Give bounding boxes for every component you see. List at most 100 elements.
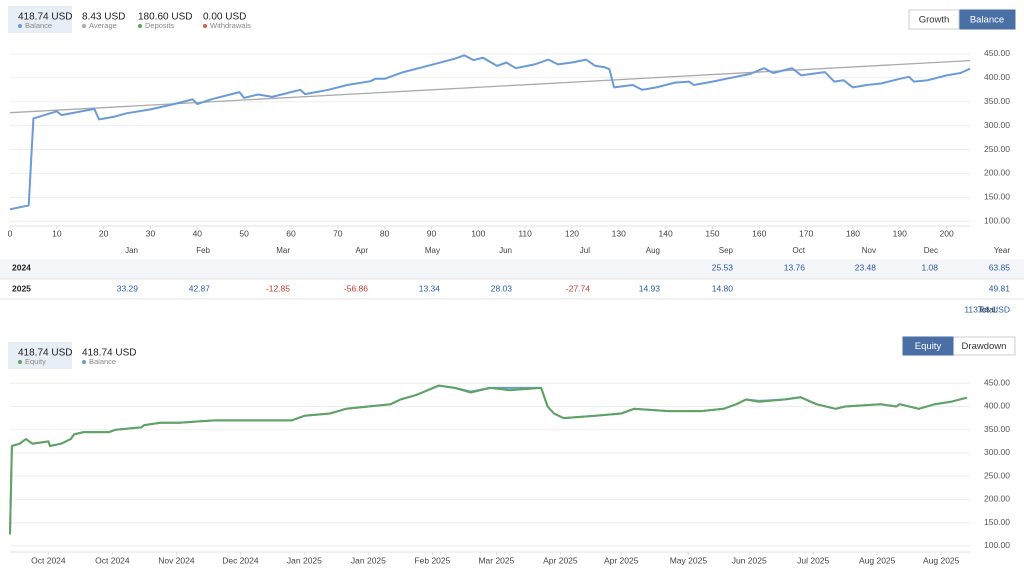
- y-tick-label: 350.00: [984, 424, 1010, 434]
- table-cell: 63.85: [989, 262, 1011, 272]
- stat-label: Deposits: [145, 21, 174, 30]
- x-tick-label: 160: [752, 228, 766, 238]
- table-header: Apr: [356, 246, 369, 255]
- stat-highlight: [8, 342, 72, 369]
- y-tick-label: 200.00: [984, 494, 1010, 504]
- x-tick-label: Aug 2025: [859, 555, 896, 565]
- table-cell: 25.53: [712, 262, 734, 272]
- table-header: Aug: [646, 246, 660, 255]
- series-line: [9, 384, 968, 535]
- table-cell: 33.29: [117, 283, 139, 293]
- table-cell: 42.87: [189, 283, 211, 293]
- stat-dot: [138, 24, 142, 28]
- stat-dot: [18, 24, 22, 28]
- stat-label: Balance: [25, 21, 52, 30]
- x-tick-label: 150: [705, 228, 719, 238]
- stat-value: 418.74 USD: [82, 348, 136, 359]
- x-tick-label: 120: [565, 228, 579, 238]
- x-tick-label: 50: [239, 228, 249, 238]
- x-tick-label: 130: [612, 228, 626, 238]
- x-tick-label: Jan 2025: [351, 555, 386, 565]
- table-cell: 14.93: [639, 283, 661, 293]
- stat-value: 418.74 USD: [18, 348, 72, 359]
- table-cell: 14.80: [712, 283, 734, 293]
- stat-value: 418.74 USD: [18, 12, 72, 23]
- row-label: 2025: [12, 283, 31, 293]
- stat-value: 0.00 USD: [203, 12, 246, 23]
- y-tick-label: 400.00: [984, 401, 1010, 411]
- table-cell: 13.34: [419, 283, 441, 293]
- stat-dot: [18, 360, 22, 364]
- stat-value: 180.60 USD: [138, 12, 192, 23]
- table-cell: 1.08: [921, 262, 938, 272]
- table-header: Jul: [580, 246, 590, 255]
- table-header: Feb: [196, 246, 210, 255]
- x-tick-label: Jan 2025: [287, 555, 322, 565]
- table-header: Jan: [125, 246, 138, 255]
- toggle-button-label[interactable]: Balance: [970, 15, 1004, 26]
- x-tick-label: Feb 2025: [414, 555, 450, 565]
- x-tick-label: Mar 2025: [478, 555, 514, 565]
- x-tick-label: Aug 2025: [923, 555, 960, 565]
- x-tick-label: 60: [286, 228, 296, 238]
- y-tick-label: 250.00: [984, 470, 1010, 480]
- table-cell: 13.76: [784, 262, 806, 272]
- y-tick-label: 400.00: [984, 72, 1010, 82]
- y-tick-label: 300.00: [984, 447, 1010, 457]
- total-label: Total:: [978, 304, 998, 314]
- x-tick-label: Oct 2024: [95, 555, 130, 565]
- table-cell: 49.81: [989, 283, 1011, 293]
- x-tick-label: 90: [427, 228, 437, 238]
- toggle-button-label[interactable]: Equity: [915, 341, 942, 352]
- table-header: Jun: [499, 246, 512, 255]
- table-header: Oct: [793, 246, 806, 255]
- series-line: [9, 384, 968, 535]
- x-tick-label: 0: [8, 228, 13, 238]
- table-header: Sep: [719, 246, 734, 255]
- row-label: 2024: [12, 262, 31, 272]
- x-tick-label: Oct 2024: [31, 555, 66, 565]
- series-line: [9, 54, 971, 211]
- table-header: May: [425, 246, 440, 255]
- stat-dot: [82, 24, 86, 28]
- toggle-button[interactable]: [908, 9, 960, 30]
- x-tick-label: 170: [799, 228, 813, 238]
- x-tick-label: 20: [99, 228, 109, 238]
- stat-label: Average: [89, 21, 117, 30]
- stat-label: Equity: [25, 357, 46, 366]
- stat-dot: [82, 360, 86, 364]
- x-tick-label: Jul 2025: [797, 555, 829, 565]
- x-tick-label: 80: [380, 228, 390, 238]
- y-tick-label: 150.00: [984, 517, 1010, 527]
- y-tick-label: 150.00: [984, 192, 1010, 202]
- y-tick-label: 450.00: [984, 48, 1010, 58]
- x-tick-label: 190: [893, 228, 907, 238]
- series-line: [9, 59, 971, 114]
- x-tick-label: 30: [146, 228, 156, 238]
- y-tick-label: 350.00: [984, 96, 1010, 106]
- table-cell: -56.86: [344, 283, 368, 293]
- y-tick-label: 100.00: [984, 215, 1010, 225]
- row-band: [0, 259, 1024, 279]
- x-tick-label: Jun 2025: [732, 555, 767, 565]
- x-tick-label: 110: [518, 228, 532, 238]
- table-header: Nov: [862, 246, 876, 255]
- toggle-button-label[interactable]: Drawdown: [962, 341, 1007, 352]
- y-tick-label: 100.00: [984, 540, 1010, 550]
- x-tick-label: 70: [333, 228, 343, 238]
- toggle-button[interactable]: [902, 336, 954, 356]
- y-tick-label: 200.00: [984, 168, 1010, 178]
- x-tick-label: May 2025: [670, 555, 708, 565]
- x-tick-label: 100: [471, 228, 485, 238]
- table-cell: 28.03: [491, 283, 513, 293]
- stat-highlight: [8, 6, 72, 33]
- table-header: Dec: [924, 246, 938, 255]
- x-tick-label: 10: [52, 228, 62, 238]
- stat-label: Balance: [89, 357, 116, 366]
- table-cell: 23.48: [855, 262, 877, 272]
- stat-dot: [203, 24, 207, 28]
- x-tick-label: 140: [659, 228, 673, 238]
- toggle-button-label[interactable]: Growth: [919, 15, 950, 26]
